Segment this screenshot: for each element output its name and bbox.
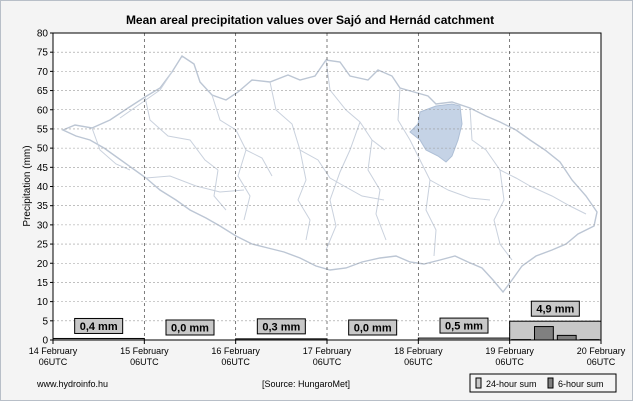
y-axis: 0 5 10 15 20 25 30 35 40 45 50 55 60 65 70 75 80 (37, 29, 53, 347)
value-labels-layer: 0,4 mm 0,0 mm 0,3 mm 0,0 mm 0,5 mm 4,9 mm (74, 300, 580, 336)
x-tick-date: 18 February (394, 346, 443, 356)
x-tick-date: 16 February (211, 346, 260, 356)
value-label-box (530, 300, 580, 317)
y-tick-label: 55 (37, 124, 49, 135)
x-tick-date: 17 February (303, 346, 352, 356)
value-label: 4,9 mm (536, 304, 574, 316)
y-tick-label: 30 (37, 220, 49, 231)
bar-6h (534, 326, 554, 341)
bar-24h (509, 320, 602, 341)
legend-box (469, 373, 617, 393)
value-label: 0,5 mm (445, 321, 483, 333)
x-tick-time: 06UTC (495, 357, 524, 367)
legend-6h-swatch (547, 377, 554, 389)
chart-title: Mean areal precipitation values over Saj… (126, 13, 494, 27)
y-axis-label: Precipitation (mm) (22, 145, 33, 226)
y-tick-label: 5 (42, 316, 48, 327)
catchment-area-highlight (409, 103, 463, 163)
y-tick-label: 80 (37, 29, 49, 40)
hungary-map-illustration (61, 55, 598, 294)
value-label: 0,0 mm (354, 323, 392, 335)
bar-6h (556, 334, 577, 341)
x-tick-date: 19 February (485, 346, 534, 356)
x-tick-time: 06UTC (587, 357, 616, 367)
legend-24h-label: 24-hour sum (486, 379, 537, 389)
legend-6h-label: 6-hour sum (558, 379, 604, 389)
value-label-box (165, 319, 215, 336)
website-text: www.hydroinfo.hu (36, 379, 108, 389)
legend-24h-swatch (475, 377, 482, 389)
y-tick-label: 10 (37, 297, 49, 308)
grid-lines (53, 33, 601, 340)
value-label-box (74, 317, 124, 334)
y-tick-label: 45 (37, 163, 49, 174)
value-label-box (256, 318, 306, 335)
y-tick-label: 35 (37, 201, 49, 212)
value-label: 0,0 mm (171, 323, 209, 335)
value-label-box (348, 319, 398, 336)
y-tick-label: 15 (37, 278, 49, 289)
y-tick-label: 40 (37, 182, 49, 193)
value-label-box (439, 317, 489, 334)
y-tick-label: 25 (37, 240, 49, 251)
x-tick-date: 15 February (120, 346, 169, 356)
x-tick-time: 06UTC (39, 357, 68, 367)
y-tick-label: 50 (37, 144, 49, 155)
y-tick-label: 65 (37, 86, 49, 97)
x-tick-date: 14 February (29, 346, 78, 356)
value-label: 0,3 mm (262, 321, 300, 333)
x-tick-time: 06UTC (130, 357, 159, 367)
y-tick-label: 70 (37, 67, 49, 78)
source-text: [Source: HungaroMet] (262, 379, 350, 389)
legend: 24-hour sum 6-hour sum (469, 373, 617, 393)
value-label: 0,4 mm (80, 321, 118, 333)
x-tick-date: 20 February (577, 346, 626, 356)
y-tick-label: 0 (42, 336, 48, 347)
x-tick-time: 06UTC (221, 357, 250, 367)
y-tick-label: 60 (37, 105, 49, 116)
y-tick-label: 20 (37, 259, 49, 270)
x-tick-time: 06UTC (313, 357, 342, 367)
y-tick-label: 75 (37, 48, 49, 59)
x-tick-time: 06UTC (404, 357, 433, 367)
